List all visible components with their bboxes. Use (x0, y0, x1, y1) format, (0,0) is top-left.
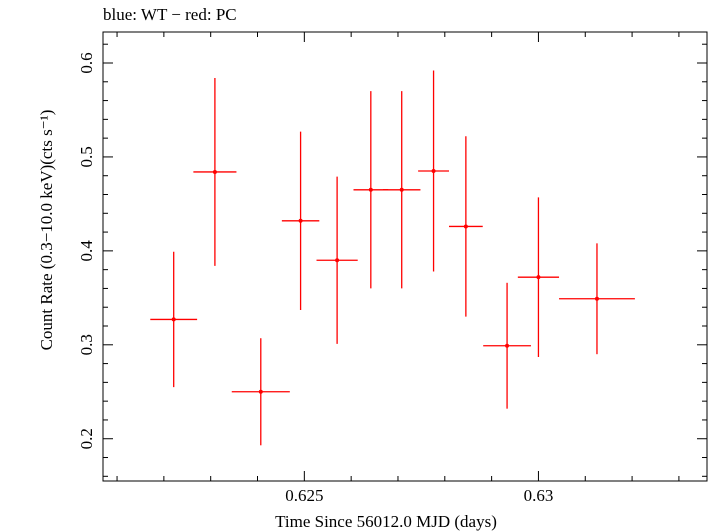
y-tick-labels: 0.2 0.3 0.4 0.5 0.6 (77, 52, 96, 449)
data-marker (505, 343, 510, 348)
x-tick-label: 0.63 (524, 486, 554, 505)
data-marker (368, 187, 373, 192)
data-marker (431, 169, 436, 174)
y-tick-label: 0.2 (77, 428, 96, 449)
data-point (231, 338, 290, 446)
data-marker (212, 169, 217, 174)
data-points (150, 70, 635, 446)
axis-ticks (103, 32, 707, 481)
data-marker (171, 317, 176, 322)
y-tick-label: 0.4 (77, 240, 96, 262)
data-point (281, 131, 320, 311)
y-tick-label: 0.5 (77, 146, 96, 167)
data-point (353, 91, 389, 289)
data-marker (258, 389, 263, 394)
x-axis-label: Time Since 56012.0 MJD (days) (275, 512, 497, 531)
data-marker (335, 258, 340, 263)
data-marker (399, 187, 404, 192)
data-point (483, 282, 531, 409)
data-point (382, 91, 421, 289)
data-marker (536, 275, 541, 280)
x-tick-labels: 0.625 0.63 (285, 486, 553, 505)
plot-frame (102, 31, 708, 482)
data-point (418, 70, 450, 272)
data-point (316, 176, 358, 344)
y-axis-label: Count Rate (0.3−10.0 keV)(cts s⁻¹) (37, 110, 56, 351)
data-point (517, 197, 560, 358)
x-tick-label: 0.625 (285, 486, 323, 505)
data-point (193, 78, 237, 266)
data-point (559, 243, 635, 355)
data-marker (298, 218, 303, 223)
data-marker (594, 296, 599, 301)
data-point (449, 136, 483, 317)
data-marker (463, 224, 468, 229)
y-tick-label: 0.6 (77, 52, 96, 73)
data-point (150, 251, 198, 388)
y-tick-label: 0.3 (77, 334, 96, 355)
chart-title: blue: WT − red: PC (103, 5, 237, 24)
